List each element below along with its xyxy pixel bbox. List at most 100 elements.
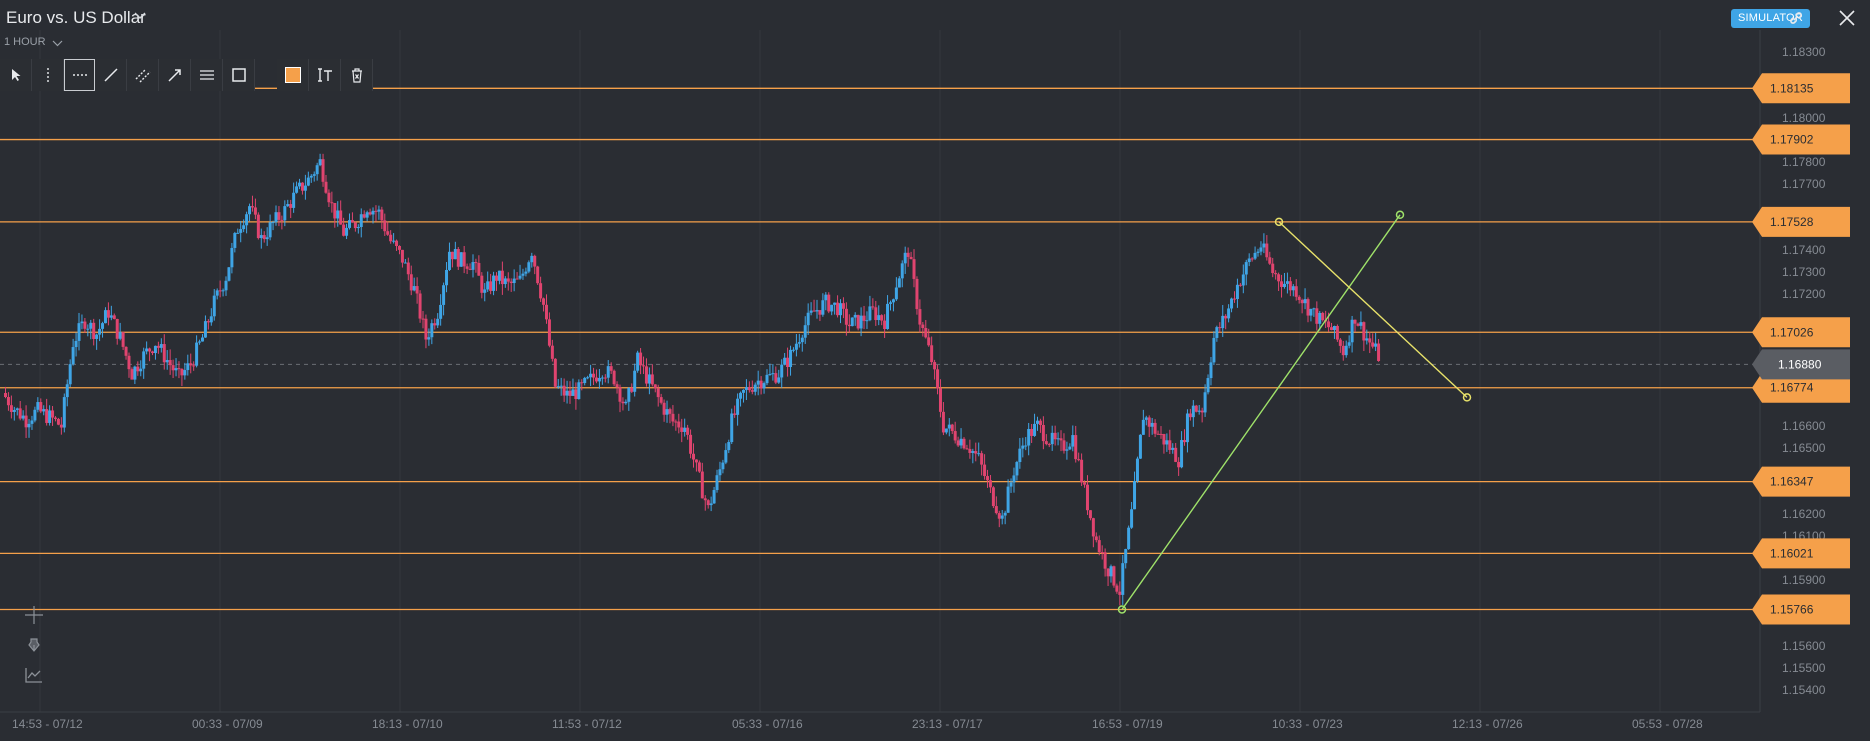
- candle-body: [418, 293, 422, 319]
- candle-body: [333, 202, 337, 219]
- candle: [418, 290, 422, 323]
- candle: [1127, 525, 1131, 550]
- cursor-tool-button[interactable]: [0, 59, 32, 91]
- link-icon[interactable]: [1788, 10, 1804, 26]
- trendline[interactable]: [1278, 221, 1468, 398]
- trendline-tool-button[interactable]: [95, 59, 127, 91]
- candle: [133, 365, 137, 385]
- candle-body: [459, 252, 463, 267]
- candle: [612, 369, 616, 387]
- candle-body: [1103, 552, 1107, 569]
- candle: [459, 252, 463, 267]
- candle: [489, 273, 493, 295]
- candle-body: [1244, 262, 1248, 275]
- fibonacci-tool-button[interactable]: [191, 59, 223, 91]
- candle: [868, 295, 872, 322]
- chevron-down-icon[interactable]: [52, 38, 63, 48]
- candle-body: [1374, 343, 1378, 347]
- trendline[interactable]: [1121, 214, 1401, 610]
- candle-body: [62, 397, 66, 428]
- candle: [1183, 429, 1187, 446]
- close-icon[interactable]: [1838, 9, 1856, 27]
- instrument-title[interactable]: Euro vs. US Dollar: [6, 8, 146, 27]
- candle-body: [821, 300, 825, 315]
- candle-body: [1350, 319, 1354, 343]
- candle: [883, 314, 887, 338]
- candle: [265, 227, 269, 246]
- candle: [68, 359, 72, 388]
- candle-body: [1115, 585, 1119, 592]
- candle-body: [130, 369, 134, 380]
- candle-body: [42, 409, 46, 412]
- candle-body: [1300, 299, 1304, 304]
- candle: [580, 379, 584, 391]
- candle-body: [662, 402, 666, 415]
- candle: [83, 317, 87, 333]
- indicators-button[interactable]: [20, 660, 48, 690]
- arrow-tool-button[interactable]: [159, 59, 191, 91]
- candle-body: [918, 309, 922, 325]
- trendline-anchor[interactable]: [1117, 605, 1127, 614]
- candle: [956, 436, 960, 448]
- crosshair-button[interactable]: [20, 600, 48, 630]
- candle-body: [556, 386, 560, 388]
- candle: [330, 191, 334, 213]
- candle-body: [206, 321, 210, 323]
- candle-body: [836, 302, 840, 316]
- candle-body: [542, 298, 546, 305]
- chevron-down-icon[interactable]: [133, 9, 147, 23]
- candle: [562, 378, 566, 402]
- candle: [1332, 325, 1336, 339]
- candle-body: [1206, 378, 1210, 393]
- candle: [427, 328, 431, 346]
- candle: [1218, 322, 1222, 333]
- trendline-anchor[interactable]: [1395, 210, 1405, 220]
- candle-body: [1230, 298, 1234, 309]
- pen-button[interactable]: [20, 630, 48, 660]
- rectangle-tool-button[interactable]: [223, 59, 255, 91]
- y-tick-label: 1.16600: [1782, 419, 1826, 433]
- candle-body: [486, 281, 490, 290]
- candle-body: [1147, 417, 1151, 427]
- candle: [262, 231, 266, 243]
- candle: [315, 162, 319, 181]
- candle-body: [730, 413, 734, 443]
- trendline-anchor[interactable]: [1274, 217, 1284, 227]
- horizontal-line-price-label: 1.18135: [1770, 81, 1814, 95]
- candle-body: [51, 410, 55, 418]
- candle: [1118, 581, 1122, 606]
- candle: [365, 210, 369, 222]
- candle: [524, 267, 528, 277]
- candle: [812, 299, 816, 312]
- price-label-tag: [1752, 372, 1850, 403]
- candle-body: [533, 255, 537, 267]
- timeframe-selector[interactable]: 1 HOUR: [4, 36, 46, 48]
- candle: [227, 266, 231, 282]
- current-price-label: 1.16880: [1778, 357, 1822, 371]
- horizontal-line-price-label: 1.17528: [1770, 215, 1814, 229]
- candle-body: [565, 390, 569, 396]
- candle-body: [639, 352, 643, 366]
- vertical-line-tool-button[interactable]: [32, 59, 64, 91]
- candle: [497, 270, 501, 285]
- candle: [239, 221, 243, 243]
- candle-body: [941, 411, 945, 433]
- delete-drawing-button[interactable]: [341, 59, 373, 91]
- add-text-button[interactable]: [309, 59, 341, 91]
- candle-body: [703, 498, 707, 501]
- line-color-button[interactable]: [277, 59, 309, 91]
- candle-body: [656, 388, 660, 398]
- candle: [727, 439, 731, 454]
- candle: [1365, 329, 1369, 345]
- candle-body: [195, 342, 199, 366]
- candle: [389, 230, 393, 244]
- trendline-icon: [103, 68, 118, 82]
- candle: [844, 302, 848, 336]
- trendline-anchor[interactable]: [1462, 393, 1472, 402]
- horizontal-line-tool-button[interactable]: [64, 59, 95, 91]
- candle-body: [924, 328, 928, 338]
- parallel-channel-tool-button[interactable]: [127, 59, 159, 91]
- candle: [42, 405, 46, 416]
- candle-body: [1021, 445, 1025, 449]
